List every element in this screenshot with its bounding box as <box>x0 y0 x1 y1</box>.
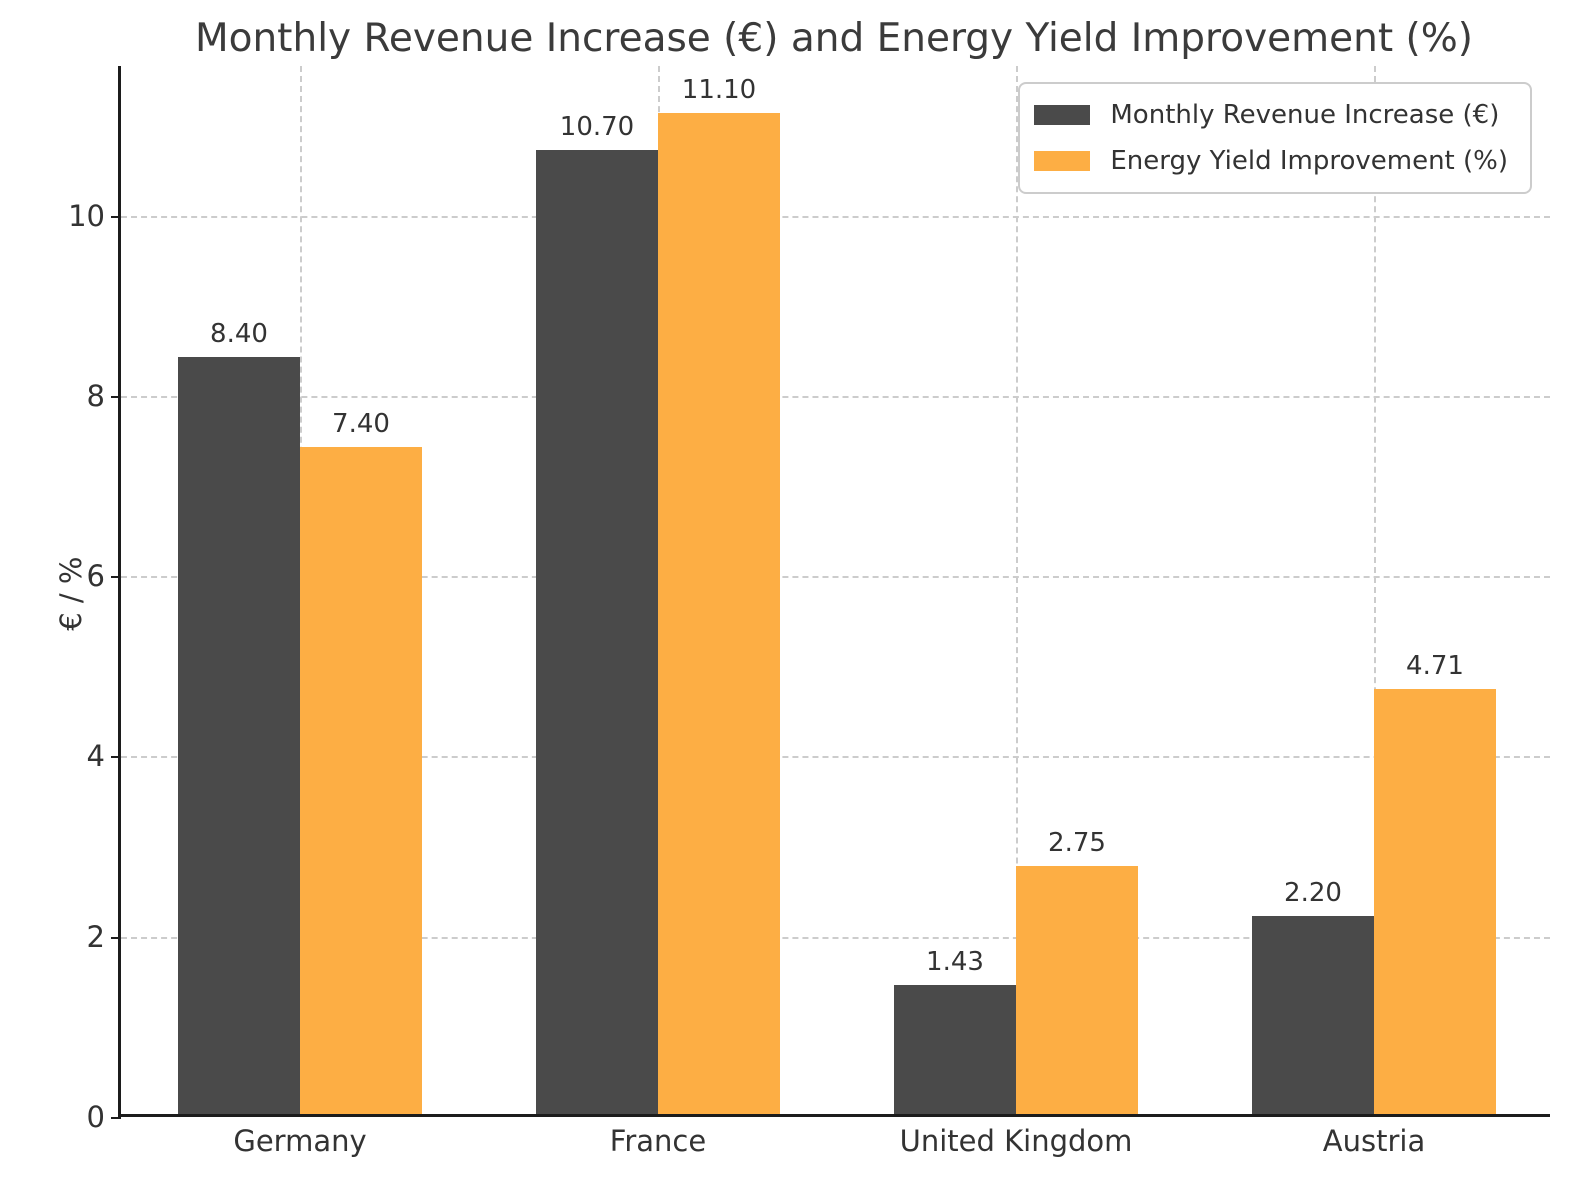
y-tick-mark <box>111 576 121 579</box>
y-tick-mark <box>111 1117 121 1119</box>
y-tick-label: 4 <box>86 739 105 774</box>
y-axis-label-wrap: € / % <box>14 520 88 660</box>
y-tick-label: 0 <box>86 1100 105 1134</box>
y-tick-mark <box>111 936 121 939</box>
legend-swatch-icon <box>1034 105 1091 125</box>
legend-label: Monthly Revenue Increase (€) <box>1110 100 1500 130</box>
h-gridline <box>121 576 1550 579</box>
y-tick-mark <box>111 215 121 218</box>
legend-label: Energy Yield Improvement (%) <box>1110 146 1508 176</box>
bar-series-0-united-kingdom <box>894 985 1016 1114</box>
y-tick-label: 10 <box>68 198 105 233</box>
bar-series-1-austria <box>1374 689 1496 1114</box>
legend-row: Energy Yield Improvement (%) <box>1034 146 1508 176</box>
chart-title: Monthly Revenue Increase (€) and Energy … <box>194 16 1474 61</box>
y-tick-label: 6 <box>86 559 105 594</box>
legend-swatch-icon <box>1034 151 1091 171</box>
x-tick-label-united-kingdom: United Kingdom <box>899 1124 1133 1158</box>
y-tick-mark <box>111 395 121 398</box>
h-gridline <box>121 395 1550 398</box>
h-gridline <box>121 756 1550 759</box>
bar-series-1-united-kingdom <box>1016 866 1138 1114</box>
bar-series-0-france <box>536 149 658 1114</box>
v-gridline <box>1374 66 1376 1114</box>
plot-area: Monthly Revenue Increase (€) Energy Yield… <box>68 66 1550 1158</box>
h-gridline <box>121 215 1550 218</box>
bar-value-label: 10.70 <box>559 111 635 142</box>
bar-value-label: 2.20 <box>1284 877 1342 908</box>
bar-value-label: 7.40 <box>332 409 390 439</box>
bar-value-label: 4.71 <box>1406 651 1464 682</box>
x-tick-label-germany: Germany <box>233 1124 367 1158</box>
h-gridline <box>121 936 1550 939</box>
v-gridline <box>1016 66 1018 1114</box>
y-tick-label: 8 <box>86 378 105 413</box>
bar-value-label: 1.43 <box>926 947 984 978</box>
y-tick-label: 2 <box>86 919 105 954</box>
bar-value-label: 8.40 <box>210 318 268 349</box>
y-axis-label: € / % <box>54 556 89 631</box>
legend: Monthly Revenue Increase (€) Energy Yield… <box>1018 82 1532 194</box>
x-tick-label-france: France <box>609 1124 707 1158</box>
y-tick-mark <box>111 756 121 759</box>
x-tick-label-austria: Austria <box>1322 1124 1426 1158</box>
bar-series-1-germany <box>300 447 422 1114</box>
bar-series-0-austria <box>1252 915 1374 1114</box>
bar-value-label: 2.75 <box>1048 828 1106 859</box>
bar-value-label: 11.10 <box>681 75 757 106</box>
legend-row: Monthly Revenue Increase (€) <box>1034 100 1508 130</box>
bar-series-0-germany <box>178 356 300 1114</box>
bar-series-1-france <box>658 113 780 1114</box>
